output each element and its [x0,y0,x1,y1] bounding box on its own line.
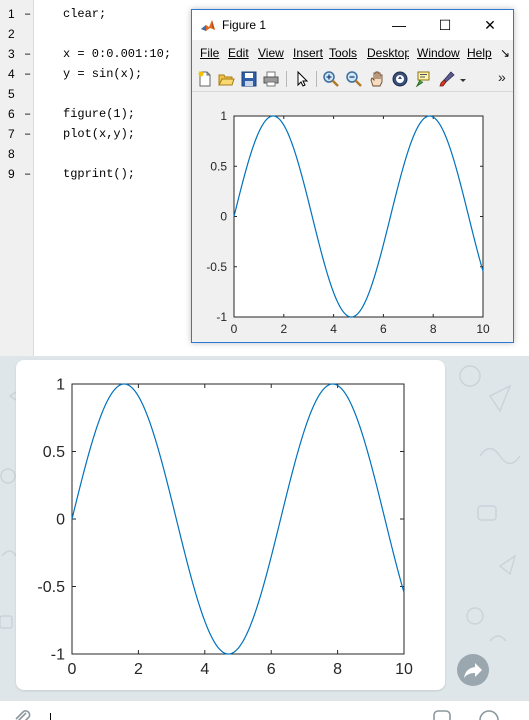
code-text: clear; [63,4,106,24]
x-tick-label: 8 [430,322,437,336]
pan-hand-icon[interactable] [368,70,386,88]
menu-insert-label: Insert [293,46,323,60]
new-figure-icon[interactable] [196,70,214,88]
zoom-in-icon[interactable] [322,70,340,88]
menu-tools-label: Tools [329,46,357,60]
minimize-button[interactable]: — [388,14,410,36]
line-number: 8 [8,144,22,164]
x-tick-label: 0 [68,661,77,678]
zoom-out-icon[interactable] [345,70,363,88]
breakpoint-marker[interactable]: – [24,44,31,64]
figure-window[interactable]: Figure 1 — ☐ ✕ File Edit View Insert Too… [191,9,514,343]
line-number: 1 [8,4,22,24]
x-tick-label: 6 [267,661,276,678]
y-tick-label: 1 [56,377,65,394]
code-text: plot(x,y); [63,124,135,144]
menu-view[interactable]: View [258,46,284,60]
toolbar-overflow-icon[interactable]: » [498,69,506,85]
x-tick-label: 10 [395,661,413,678]
menu-window[interactable]: Window [417,46,461,60]
code-text: y = sin(x); [63,64,142,84]
y-tick-label: 0.5 [210,159,227,173]
menu-insert[interactable]: Insert [293,46,323,60]
sticker-icon[interactable] [432,709,452,720]
menu-window-label: Window [417,46,460,60]
toolbar-separator [316,71,317,87]
code-text: figure(1); [63,104,135,124]
menu-tools[interactable]: Tools [329,46,357,60]
x-tick-label: 2 [134,661,143,678]
message-input-bar[interactable] [0,700,529,720]
open-file-icon[interactable] [217,70,235,88]
x-tick-label: 6 [380,322,387,336]
breakpoint-marker[interactable]: – [24,124,31,144]
rotate-3d-icon[interactable] [391,70,409,88]
save-icon[interactable] [240,70,258,88]
toolbar-separator [286,71,287,87]
data-cursor-icon[interactable] [414,70,432,88]
text-caret [50,713,51,720]
line-number: 5 [8,84,22,104]
breakpoint-marker[interactable]: – [24,64,31,84]
forward-share-button[interactable] [457,654,489,686]
y-tick-label: -0.5 [206,260,227,274]
y-tick-label: -0.5 [37,579,65,596]
figure-title: Figure 1 [222,18,266,32]
x-tick-label: 4 [330,322,337,336]
emoji-icon[interactable] [478,709,500,720]
brush-icon[interactable] [438,70,456,88]
menu-help[interactable]: Help [467,46,492,60]
y-tick-label: 0.5 [43,444,65,461]
code-text: x = 0:0.001:10; [63,44,171,64]
x-tick-label: 8 [333,661,342,678]
menu-desktop-label: Desktop [367,46,409,60]
x-tick-label: 10 [476,322,490,336]
x-tick-label: 4 [200,661,209,678]
print-icon[interactable] [262,70,280,88]
line-number: 4 [8,64,22,84]
menu-file-label: File [200,46,219,60]
sine-plot-window[interactable]: 0 2 4 6 8 10 1 0.5 0 -0.5 -1 [192,94,513,342]
chat-image-message[interactable]: 0 2 4 6 8 10 1 0.5 0 -0.5 -1 [16,360,445,690]
breakpoint-marker[interactable]: – [24,104,31,124]
line-number: 6 [8,104,22,124]
paperclip-icon[interactable] [12,707,32,720]
pointer-icon[interactable] [293,70,311,88]
figure-toolbar: » [192,66,513,92]
line-number: 3 [8,44,22,64]
matlab-logo-icon [200,17,216,33]
maximize-button[interactable]: ☐ [434,14,456,36]
breakpoint-marker[interactable]: – [24,4,31,24]
forward-share-icon [457,654,489,686]
line-number: 2 [8,24,22,44]
y-tick-label: 0 [220,210,227,224]
figure-menubar: File Edit View Insert Tools Desktop Wind… [192,42,513,64]
plot-axes-box [72,384,404,654]
y-tick-label: 0 [56,512,65,529]
line-number: 7 [8,124,22,144]
menu-edit[interactable]: Edit [228,46,249,60]
breakpoint-marker[interactable]: – [24,164,31,184]
plot-axes-box [234,116,483,317]
line-number: 9 [8,164,22,184]
figure-canvas[interactable]: 0 2 4 6 8 10 1 0.5 0 -0.5 -1 [192,94,513,342]
code-text: tgprint(); [63,164,135,184]
x-tick-label: 0 [231,322,238,336]
x-tick-label: 2 [280,322,287,336]
menu-help-label: Help [467,46,492,60]
close-button[interactable]: ✕ [479,14,501,36]
sine-plot-image: 0 2 4 6 8 10 1 0.5 0 -0.5 -1 [16,360,445,690]
y-tick-label: 1 [220,109,227,123]
menu-edit-label: Edit [228,46,249,60]
menu-file[interactable]: File [200,46,219,60]
menu-overflow-icon[interactable]: ↘ [500,46,510,60]
dropdown-arrow-icon[interactable] [458,70,468,88]
y-tick-label: -1 [51,647,65,664]
menu-view-label: View [258,46,284,60]
menu-desktop[interactable]: Desktop [367,46,409,60]
y-tick-label: -1 [216,310,227,324]
figure-titlebar[interactable]: Figure 1 — ☐ ✕ [192,10,513,40]
